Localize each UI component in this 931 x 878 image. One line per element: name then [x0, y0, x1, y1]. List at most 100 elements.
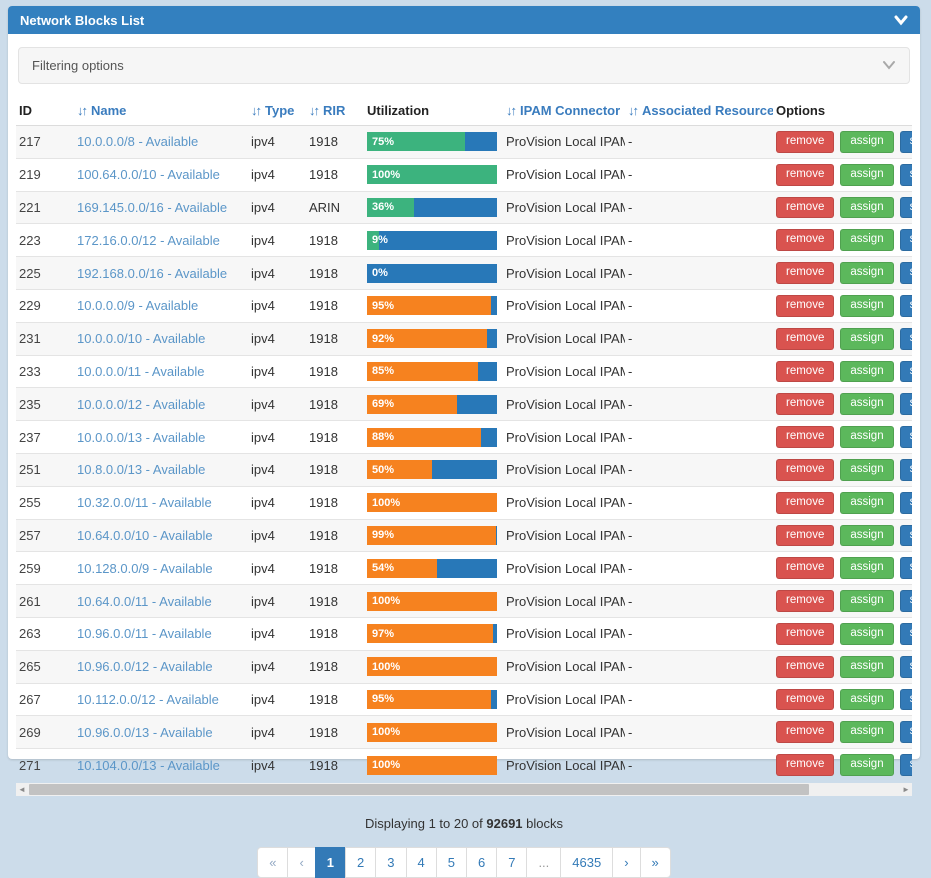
sync-button[interactable]: sync	[899, 754, 912, 776]
assign-button[interactable]: assign	[840, 491, 894, 514]
pagination-item[interactable]: ‹	[287, 846, 316, 878]
remove-button[interactable]: remove	[776, 524, 835, 547]
remove-button[interactable]: remove	[776, 294, 835, 317]
remove-button[interactable]: remove	[776, 196, 835, 219]
chevron-down-icon[interactable]	[894, 14, 908, 26]
remove-button[interactable]: remove	[776, 622, 835, 645]
block-name-link[interactable]: 10.64.0.0/11 - Available	[77, 593, 212, 609]
block-name-link[interactable]: 10.0.0.0/10 - Available	[77, 331, 206, 347]
assign-button[interactable]: assign	[840, 229, 894, 252]
sync-button[interactable]: sync	[899, 327, 912, 350]
pagination-item[interactable]: »	[639, 846, 671, 878]
assign-button[interactable]: assign	[840, 327, 894, 350]
block-name-link[interactable]: 10.8.0.0/13 - Available	[77, 462, 206, 478]
block-name-link[interactable]: 10.0.0.0/8 - Available	[77, 134, 199, 150]
block-name-link[interactable]: 100.64.0.0/10 - Available	[77, 167, 220, 183]
assign-button[interactable]: assign	[840, 163, 894, 186]
sync-button[interactable]: sync	[899, 688, 912, 711]
scrollbar-thumb[interactable]	[29, 783, 809, 795]
column-header-rir[interactable]: ↓↑ RIR	[306, 96, 364, 126]
block-name-link[interactable]: 10.0.0.0/12 - Available	[77, 396, 206, 412]
assign-button[interactable]: assign	[840, 393, 894, 416]
assign-button[interactable]: assign	[840, 360, 894, 383]
assign-button[interactable]: assign	[840, 131, 894, 153]
pagination-item[interactable]: 2	[345, 846, 377, 878]
block-name-link[interactable]: 10.0.0.0/9 - Available	[77, 298, 199, 314]
sync-button[interactable]: sync	[899, 721, 912, 744]
sync-button[interactable]: sync	[899, 590, 912, 612]
pagination-item[interactable]: 6	[465, 846, 498, 878]
assign-button[interactable]: assign	[840, 294, 894, 317]
column-header-name[interactable]: ↓↑ Name	[74, 96, 248, 126]
block-name-link[interactable]: 10.96.0.0/13 - Available	[77, 724, 213, 740]
remove-button[interactable]: remove	[776, 655, 835, 678]
remove-button[interactable]: remove	[776, 426, 835, 448]
sync-button[interactable]: sync	[899, 196, 912, 219]
block-name-link[interactable]: 10.96.0.0/12 - Available	[77, 659, 213, 675]
block-name-link[interactable]: 169.145.0.0/16 - Available	[77, 199, 228, 215]
pagination-item[interactable]: «	[257, 846, 289, 878]
assign-button[interactable]: assign	[840, 721, 894, 744]
assign-button[interactable]: assign	[840, 754, 894, 776]
sync-button[interactable]: sync	[899, 229, 912, 252]
block-name-link[interactable]: 10.96.0.0/11 - Available	[77, 626, 212, 642]
remove-button[interactable]: remove	[776, 590, 835, 612]
sync-button[interactable]: sync	[899, 393, 912, 416]
filtering-options-toggle[interactable]: Filtering options	[18, 47, 910, 84]
sync-button[interactable]: sync	[899, 622, 912, 645]
sync-button[interactable]: sync	[899, 294, 912, 317]
sync-button[interactable]: sync	[899, 131, 912, 153]
sync-button[interactable]: sync	[899, 262, 912, 284]
assign-button[interactable]: assign	[840, 590, 894, 612]
sync-button[interactable]: sync	[899, 458, 912, 481]
remove-button[interactable]: remove	[776, 229, 835, 252]
assign-button[interactable]: assign	[840, 622, 894, 645]
pagination-item[interactable]: 5	[435, 846, 467, 878]
remove-button[interactable]: remove	[776, 163, 835, 186]
assign-button[interactable]: assign	[840, 655, 894, 678]
remove-button[interactable]: remove	[776, 262, 835, 284]
pagination-item[interactable]: 4635	[560, 846, 614, 878]
column-header-ipam-connector[interactable]: ↓↑ IPAM Connector	[503, 96, 625, 126]
assign-button[interactable]: assign	[840, 426, 894, 448]
block-name-link[interactable]: 10.0.0.0/11 - Available	[77, 363, 205, 379]
column-header-type[interactable]: ↓↑ Type	[248, 96, 306, 126]
column-header-associated-resources[interactable]: ↓↑ Associated Resources	[625, 96, 773, 126]
remove-button[interactable]: remove	[776, 393, 835, 416]
remove-button[interactable]: remove	[776, 557, 835, 580]
assign-button[interactable]: assign	[840, 524, 894, 547]
sync-button[interactable]: sync	[899, 426, 912, 448]
pagination-item[interactable]: 7	[496, 846, 528, 878]
remove-button[interactable]: remove	[776, 491, 835, 514]
remove-button[interactable]: remove	[776, 754, 835, 776]
pagination-current-page[interactable]: 1	[314, 846, 347, 878]
remove-button[interactable]: remove	[776, 458, 835, 481]
block-name-link[interactable]: 10.104.0.0/13 - Available	[77, 757, 220, 773]
block-name-link[interactable]: 192.168.0.0/16 - Available	[77, 265, 228, 281]
assign-button[interactable]: assign	[840, 557, 894, 580]
scroll-right-icon[interactable]: ►	[900, 782, 912, 796]
block-name-link[interactable]: 10.32.0.0/11 - Available	[77, 495, 212, 511]
assign-button[interactable]: assign	[840, 688, 894, 711]
assign-button[interactable]: assign	[840, 262, 894, 284]
remove-button[interactable]: remove	[776, 688, 835, 711]
sync-button[interactable]: sync	[899, 360, 912, 383]
pagination-item[interactable]: ›	[612, 846, 641, 878]
pagination-item[interactable]: 4	[405, 846, 437, 878]
block-name-link[interactable]: 10.128.0.0/9 - Available	[77, 560, 213, 576]
block-name-link[interactable]: 172.16.0.0/12 - Available	[77, 232, 220, 248]
block-name-link[interactable]: 10.0.0.0/13 - Available	[77, 429, 206, 445]
sync-button[interactable]: sync	[899, 163, 912, 186]
panel-header[interactable]: Network Blocks List	[8, 6, 920, 34]
remove-button[interactable]: remove	[776, 721, 835, 744]
sync-button[interactable]: sync	[899, 655, 912, 678]
assign-button[interactable]: assign	[840, 458, 894, 481]
assign-button[interactable]: assign	[840, 196, 894, 219]
remove-button[interactable]: remove	[776, 360, 835, 383]
sync-button[interactable]: sync	[899, 524, 912, 547]
sync-button[interactable]: sync	[899, 491, 912, 514]
remove-button[interactable]: remove	[776, 131, 835, 153]
horizontal-scrollbar[interactable]: ◄ ►	[16, 782, 912, 796]
block-name-link[interactable]: 10.112.0.0/12 - Available	[77, 691, 219, 707]
sync-button[interactable]: sync	[899, 557, 912, 580]
